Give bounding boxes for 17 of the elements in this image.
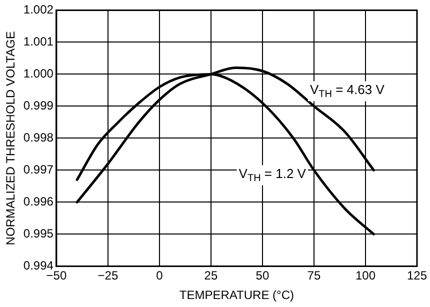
- y-tick-label: 1.001: [23, 34, 54, 49]
- x-tick-label: −25: [98, 268, 118, 283]
- x-tick-label: 125: [406, 268, 428, 283]
- y-axis-title: NORMALIZED THRESHOLD VOLTAGE: [4, 31, 18, 246]
- x-tick-label: 25: [204, 268, 218, 283]
- x-tick-label: 0: [156, 268, 164, 283]
- y-tick-label: 1.002: [23, 2, 54, 17]
- y-tick-label: 0.995: [23, 226, 54, 241]
- y-tick-label: 0.997: [23, 162, 54, 177]
- y-tick-label: 0.996: [23, 194, 54, 209]
- x-tick-label: 50: [256, 268, 270, 283]
- x-tick-label: 75: [307, 268, 321, 283]
- y-tick-label: 0.998: [23, 130, 54, 145]
- x-tick-label: 100: [355, 268, 376, 283]
- y-tick-label: 0.999: [23, 98, 54, 113]
- y-tick-label: 1.000: [23, 66, 54, 81]
- x-axis-title: TEMPERATURE (°C): [179, 288, 294, 302]
